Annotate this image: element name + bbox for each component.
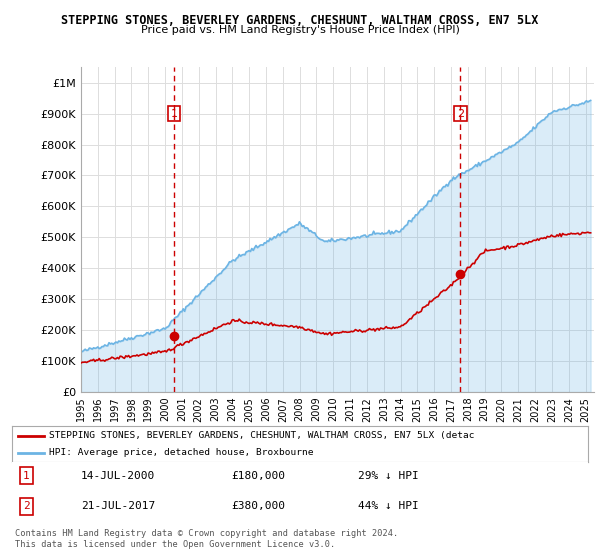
Text: 14-JUL-2000: 14-JUL-2000 [81,470,155,480]
Text: HPI: Average price, detached house, Broxbourne: HPI: Average price, detached house, Brox… [49,449,314,458]
Text: 2: 2 [23,501,30,511]
Text: 1: 1 [170,109,178,119]
Text: STEPPING STONES, BEVERLEY GARDENS, CHESHUNT, WALTHAM CROSS, EN7 5LX (detac: STEPPING STONES, BEVERLEY GARDENS, CHESH… [49,431,475,440]
Text: 21-JUL-2017: 21-JUL-2017 [81,501,155,511]
Text: 29% ↓ HPI: 29% ↓ HPI [358,470,418,480]
Text: 1: 1 [23,470,30,480]
Text: Price paid vs. HM Land Registry's House Price Index (HPI): Price paid vs. HM Land Registry's House … [140,25,460,35]
Text: 44% ↓ HPI: 44% ↓ HPI [358,501,418,511]
Text: £380,000: £380,000 [231,501,285,511]
Text: Contains HM Land Registry data © Crown copyright and database right 2024.
This d: Contains HM Land Registry data © Crown c… [15,529,398,549]
Text: STEPPING STONES, BEVERLEY GARDENS, CHESHUNT, WALTHAM CROSS, EN7 5LX: STEPPING STONES, BEVERLEY GARDENS, CHESH… [61,14,539,27]
Text: 2: 2 [457,109,464,119]
Text: £180,000: £180,000 [231,470,285,480]
